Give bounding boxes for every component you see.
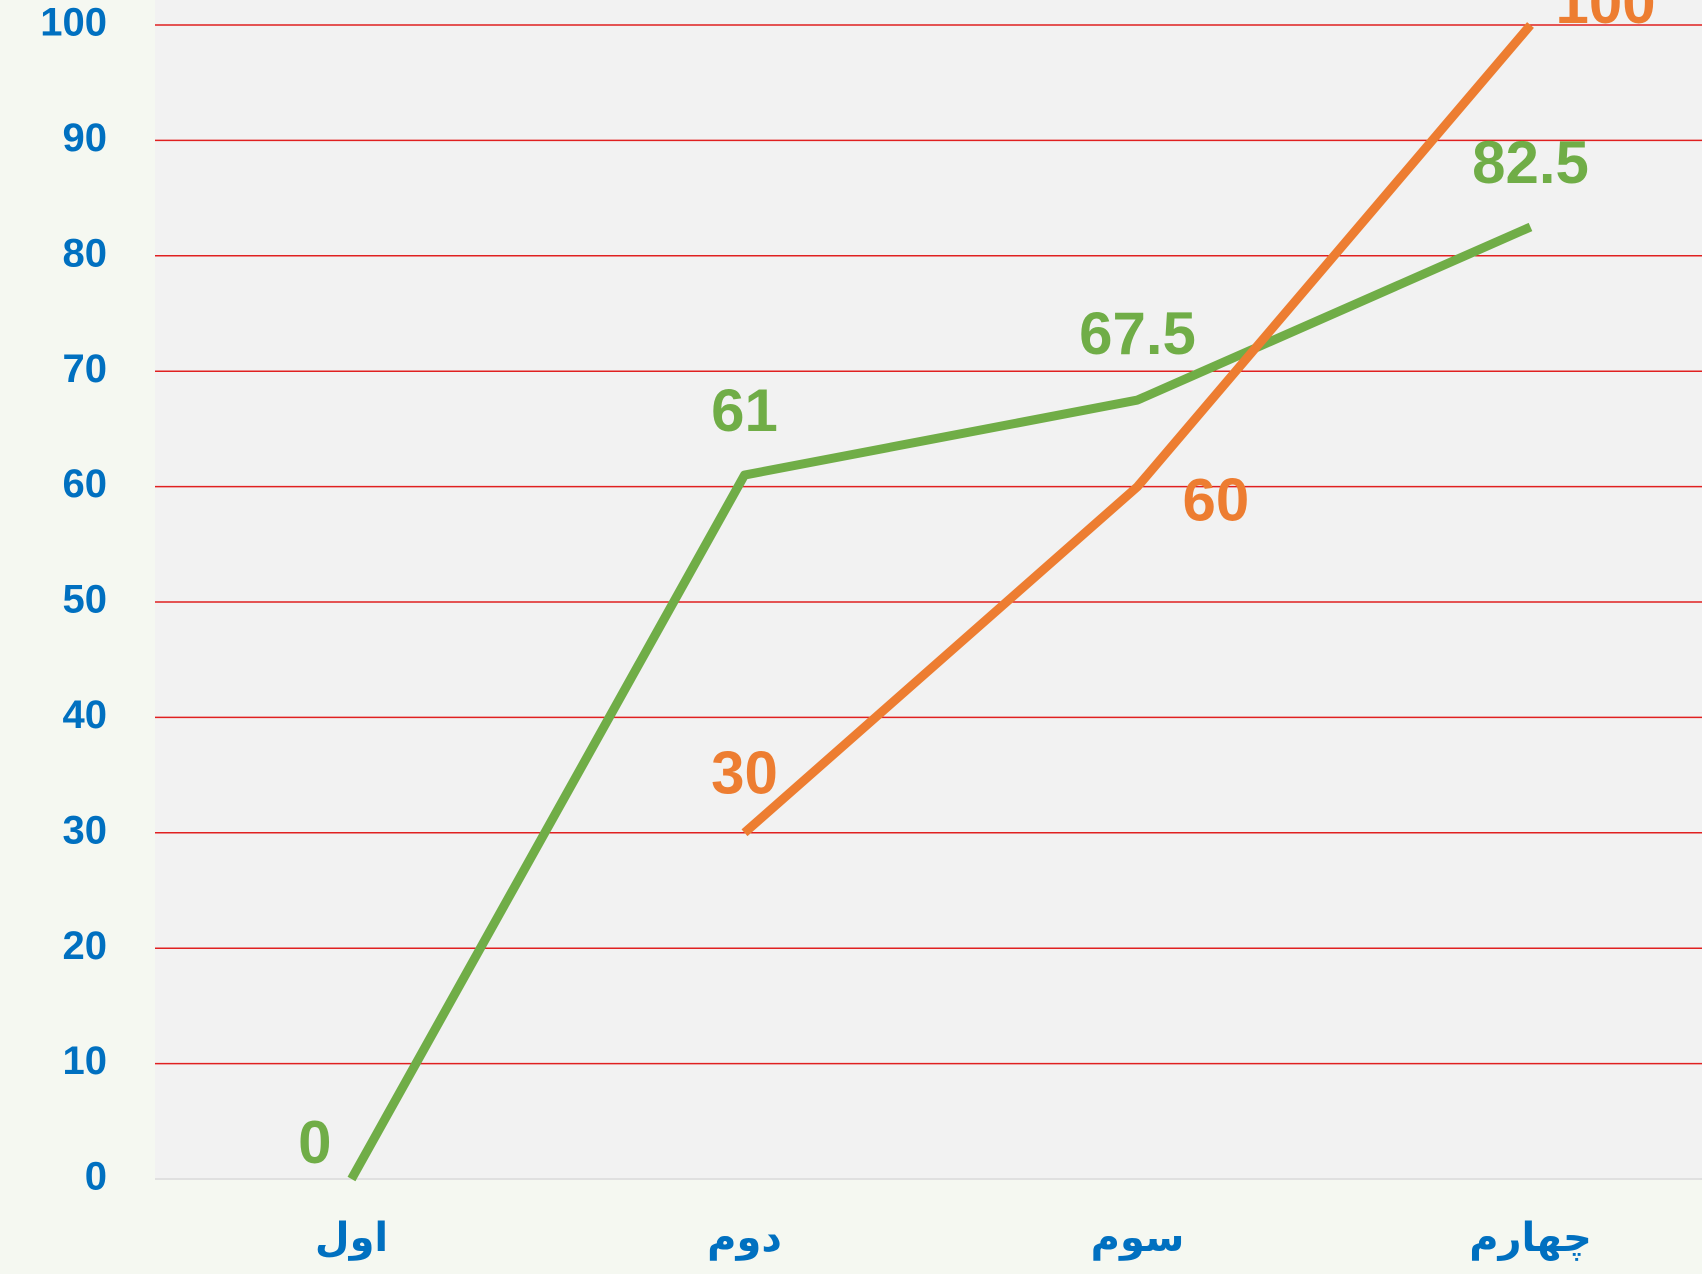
x-tick-label: اول xyxy=(315,1215,388,1261)
data-label: 61 xyxy=(711,377,778,444)
y-tick-label: 40 xyxy=(63,693,108,737)
data-label: 60 xyxy=(1183,466,1250,533)
y-tick-label: 10 xyxy=(63,1039,108,1083)
y-tick-label: 60 xyxy=(63,462,108,506)
y-tick-label: 70 xyxy=(63,347,108,391)
x-tick-label: دوم xyxy=(707,1215,782,1261)
x-tick-label: چهارم xyxy=(1469,1215,1592,1261)
y-tick-label: 100 xyxy=(40,1,107,45)
data-label: 0 xyxy=(298,1109,331,1176)
plot-area xyxy=(155,0,1702,1180)
data-label: 67.5 xyxy=(1079,300,1196,367)
series-line xyxy=(347,222,1533,1182)
series-line xyxy=(741,22,1534,837)
y-tick-label: 90 xyxy=(63,116,108,160)
y-tick-label: 80 xyxy=(63,231,108,275)
data-label: 30 xyxy=(711,740,778,807)
y-tick-label: 50 xyxy=(63,578,108,622)
data-label: 82.5 xyxy=(1472,129,1589,196)
y-tick-label: 0 xyxy=(85,1155,107,1199)
y-tick-label: 20 xyxy=(63,924,108,968)
x-tick-label: سوم xyxy=(1091,1215,1185,1261)
y-tick-label: 30 xyxy=(63,808,108,852)
data-label: 100 xyxy=(1556,0,1656,36)
